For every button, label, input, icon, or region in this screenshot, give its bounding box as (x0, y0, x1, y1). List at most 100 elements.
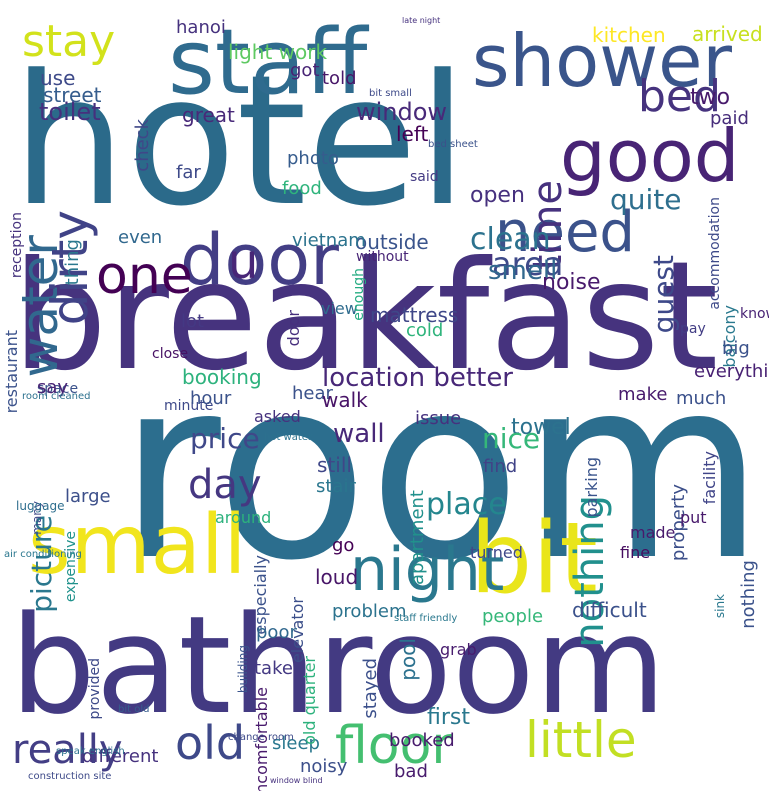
cloud-word: accommodation (707, 197, 723, 310)
cloud-word: poor (256, 622, 297, 643)
cloud-word: space (37, 381, 79, 397)
cloud-word: hot water (264, 432, 313, 443)
cloud-word: vietnam (292, 230, 366, 251)
cloud-word: smell (488, 256, 558, 286)
cloud-word: towel (511, 415, 571, 440)
cloud-word: booked (389, 730, 455, 751)
cloud-word: price (190, 422, 260, 455)
cloud-word: use (40, 66, 76, 90)
cloud-word: food (282, 178, 322, 199)
cloud-word: much (676, 388, 727, 409)
cloud-word: elevator (288, 597, 307, 664)
cloud-word: asked (254, 407, 301, 426)
cloud-word: left (396, 122, 429, 146)
cloud-word: mattress (370, 303, 459, 327)
cloud-word: hotel (12, 37, 468, 246)
cloud-word: staff friendly (394, 613, 458, 624)
cloud-word: room (118, 324, 765, 615)
cloud-word: outside (355, 230, 429, 254)
cloud-word: great (182, 103, 235, 127)
cloud-word: told (322, 68, 357, 89)
cloud-word: sink (713, 594, 727, 619)
cloud-word: one (96, 246, 193, 306)
cloud-word: go (332, 535, 355, 556)
cloud-word: even (118, 227, 163, 248)
cloud-word: bit old (118, 704, 150, 715)
cloud-word: building (236, 645, 250, 694)
cloud-word: around (215, 508, 272, 527)
cloud-word: take (254, 658, 293, 679)
cloud-word: quite (610, 183, 682, 216)
cloud-word: street (43, 83, 102, 107)
cloud-word: little (525, 711, 637, 769)
cloud-word: expensive (63, 531, 79, 603)
cloud-word: different (82, 746, 159, 767)
cloud-word: bathroom (10, 587, 667, 744)
cloud-word: noise (542, 270, 601, 295)
cloud-word: really (12, 727, 123, 773)
cloud-word: enough (351, 268, 367, 321)
cloud-word: area (492, 245, 564, 283)
cloud-word: apartment (407, 490, 428, 586)
cloud-word: without (356, 249, 409, 265)
cloud-word: late night (402, 16, 441, 25)
cloud-word: booking (182, 365, 262, 389)
cloud-word: toilet (39, 98, 101, 126)
cloud-word: find (483, 456, 518, 477)
cloud-word: two (690, 85, 731, 110)
cloud-word: bed sheet (428, 139, 478, 150)
cloud-word: walk (322, 388, 368, 412)
cloud-word: good (560, 114, 740, 198)
cloud-word: change room (228, 732, 294, 743)
cloud-word: close (152, 346, 189, 362)
cloud-word: hear (292, 383, 333, 404)
cloud-word: nothing (738, 560, 759, 629)
cloud-word: stair (316, 476, 356, 497)
cloud-word: pay (680, 321, 706, 337)
cloud-word: nothing (567, 495, 613, 648)
cloud-word: view (321, 299, 358, 318)
cloud-word: photo (287, 148, 339, 169)
cloud-word: make (618, 384, 668, 405)
cloud-word: night (350, 535, 505, 605)
cloud-word: speak english (56, 746, 125, 757)
cloud-word: say (37, 377, 69, 398)
cloud-word: old quarter (300, 656, 319, 745)
cloud-word: window blind (270, 776, 323, 785)
cloud-word: thing (62, 239, 83, 286)
cloud-word: pool (396, 638, 420, 681)
cloud-word: got (290, 60, 320, 81)
cloud-word: air conditioning (4, 549, 82, 560)
cloud-word: bed (638, 71, 721, 122)
cloud-word: everything (694, 361, 769, 382)
cloud-word: provided (87, 658, 103, 720)
cloud-word: sleep (272, 733, 320, 754)
cloud-word: far (176, 162, 201, 183)
cloud-word: problem (332, 601, 407, 622)
cloud-word: construction site (28, 771, 112, 782)
cloud-word: facility (700, 451, 719, 505)
cloud-word: large (65, 486, 111, 507)
cloud-word: staff (168, 10, 368, 115)
cloud-word: reception (9, 212, 25, 279)
cloud-word: minute (164, 398, 214, 414)
cloud-word: need (495, 200, 635, 265)
cloud-word: room cleaned (22, 391, 91, 402)
cloud-word: clean (470, 222, 551, 257)
cloud-word: door (284, 310, 303, 347)
cloud-word: u (228, 234, 259, 290)
cloud-word: hour (190, 388, 232, 409)
cloud-word: guest (647, 255, 680, 334)
cloud-word: big (722, 338, 750, 359)
cloud-word: location better (322, 363, 514, 393)
cloud-word: bad (394, 761, 428, 782)
cloud-word: loud (315, 565, 359, 589)
cloud-word: luggage (16, 499, 65, 513)
cloud-word: restaurant (2, 330, 21, 414)
cloud-word: turned (470, 543, 523, 562)
cloud-word: grab (440, 640, 477, 659)
cloud-word: old (175, 716, 246, 770)
cloud-word: issue (415, 408, 462, 429)
cloud-word: breakfast (12, 230, 719, 404)
